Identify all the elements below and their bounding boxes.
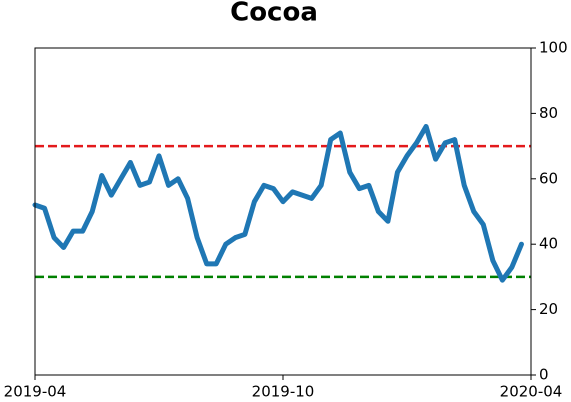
chart-title: Cocoa — [230, 0, 318, 28]
y-tick-label: 80 — [539, 104, 558, 122]
plot-frame — [34, 47, 532, 376]
y-tick-label: 40 — [539, 235, 558, 253]
data-line — [32, 123, 524, 283]
y-tick-label: 0 — [539, 366, 549, 384]
y-tick-label: 60 — [539, 169, 558, 187]
y-tick-label: 20 — [539, 300, 558, 318]
x-tick-label: 2019-10 — [252, 383, 315, 401]
x-tick-label: 2019-04 — [4, 383, 67, 401]
y-tick-label: 100 — [539, 39, 568, 57]
x-tick-label: 2020-04 — [500, 383, 563, 401]
